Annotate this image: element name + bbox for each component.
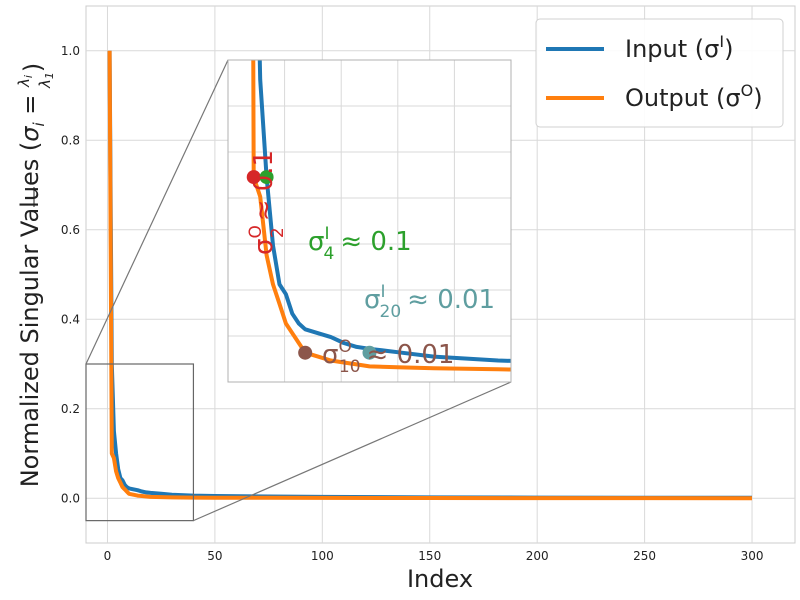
y-tick-label: 0.8 xyxy=(61,133,80,147)
x-tick-label: 250 xyxy=(633,549,656,563)
zoom-connector-top xyxy=(85,59,229,365)
annotation-sigma-o-10: σO 10 ≈ 0.01 xyxy=(322,337,454,377)
zoom-source-box xyxy=(85,363,195,522)
x-tick-label: 200 xyxy=(526,549,549,563)
annotation-marker-0 xyxy=(246,170,261,185)
x-tick-label: 0 xyxy=(104,549,112,563)
inset-grid xyxy=(228,60,511,382)
x-tick-label: 300 xyxy=(741,549,764,563)
legend: Input (σI) Output (σO) xyxy=(535,18,784,128)
annotation-marker-1 xyxy=(259,170,274,185)
y-tick-label: 0.0 xyxy=(61,491,80,505)
x-axis-title: Index xyxy=(407,565,473,593)
annotation-sigma-o-2: σO 2≈ 0.1 xyxy=(246,150,288,255)
inset-series-line-input xyxy=(257,60,511,363)
inset-series-lines xyxy=(251,60,511,372)
svg-text:Normalized Singular Values (σi: Normalized Singular Values (σi = λiλ1) xyxy=(15,63,56,488)
legend-label-input: Input (σI) xyxy=(625,32,733,63)
x-tick-label: 100 xyxy=(311,549,334,563)
y-tick-label: 1.0 xyxy=(61,44,80,58)
y-tick-label: 0.6 xyxy=(61,223,80,237)
inset-annotation-markers xyxy=(246,170,377,360)
y-tick-label: 0.2 xyxy=(61,402,80,416)
annotation-marker-2 xyxy=(362,345,377,360)
zoom-connector-bottom xyxy=(193,381,512,522)
y-axis-title: Normalized Singular Values (σi = λiλ1) xyxy=(15,63,56,488)
x-tick-labels: 0 50 100 150 200 250 300 xyxy=(104,549,764,563)
inset-series-line-output xyxy=(251,60,511,372)
annotation-sigma-i-20: σI 20 ≈ 0.01 xyxy=(364,282,495,322)
legend-label-output: Output (σO) xyxy=(625,81,763,112)
inset-plot-area xyxy=(227,59,512,383)
series-lines xyxy=(107,50,753,501)
annotation-sigma-i-4: σI 4 ≈ 0.1 xyxy=(308,224,412,264)
y-tick-labels: 0.0 0.2 0.4 0.6 0.8 1.0 xyxy=(61,44,80,506)
annotation-marker-3 xyxy=(298,345,313,360)
x-tick-label: 50 xyxy=(207,549,222,563)
y-tick-label: 0.4 xyxy=(61,312,80,326)
series-line-output xyxy=(107,50,753,501)
x-tick-label: 150 xyxy=(418,549,441,563)
